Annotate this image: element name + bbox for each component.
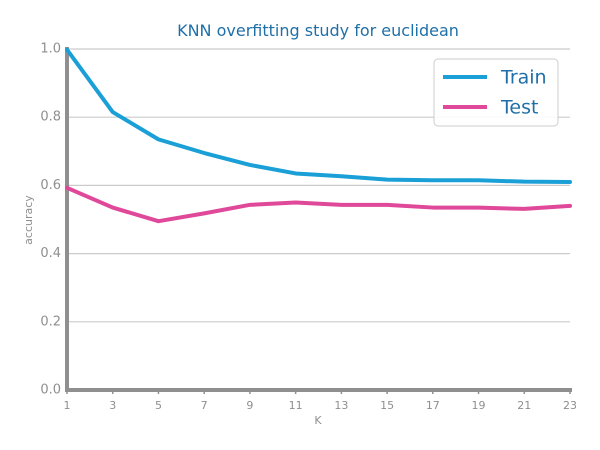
x-tick-label: 3 — [109, 399, 116, 412]
x-axis-title: K — [314, 414, 322, 427]
legend-label-test: Test — [500, 97, 538, 119]
x-tick-label: 7 — [201, 399, 208, 412]
x-tick-label: 15 — [380, 399, 394, 412]
y-tick-label: 0.6 — [40, 178, 61, 193]
y-axis-title: accuracy — [22, 195, 35, 245]
chart-title: KNN overfitting study for euclidean — [177, 21, 459, 40]
series-lines — [65, 47, 572, 224]
x-axis-ticks: 1 3 5 7 9 11 13 15 17 19 21 23 — [64, 390, 577, 412]
x-tick-label: 13 — [334, 399, 348, 412]
series-line-train — [65, 47, 572, 184]
x-tick-label: 9 — [246, 399, 253, 412]
x-tick-label: 21 — [517, 399, 531, 412]
y-tick-label: 1.0 — [40, 42, 61, 57]
y-axis-ticks: 0.0 0.2 0.4 0.6 0.8 1.0 — [40, 42, 61, 398]
series-line-test — [65, 185, 572, 224]
legend: Train Test — [433, 58, 559, 127]
x-tick-label: 23 — [563, 399, 577, 412]
y-tick-label: 0.0 — [40, 383, 61, 398]
y-tick-label: 0.8 — [40, 110, 61, 125]
x-tick-label: 1 — [64, 399, 71, 412]
y-tick-label: 0.2 — [40, 314, 61, 329]
legend-label-train: Train — [500, 67, 547, 89]
y-tick-label: 0.4 — [40, 246, 61, 261]
x-tick-label: 11 — [289, 399, 303, 412]
x-tick-label: 19 — [472, 399, 486, 412]
x-tick-label: 5 — [155, 399, 162, 412]
x-tick-label: 17 — [426, 399, 440, 412]
